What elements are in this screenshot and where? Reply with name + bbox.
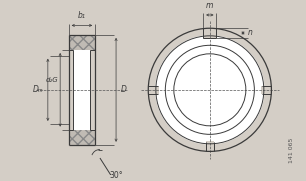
Bar bbox=[73, 50, 91, 130]
Bar bbox=[147, 86, 159, 94]
Text: Dₘ: Dₘ bbox=[33, 85, 44, 94]
Text: 30°: 30° bbox=[110, 171, 123, 180]
Text: n: n bbox=[248, 28, 253, 37]
Bar bbox=[206, 141, 214, 152]
Bar bbox=[203, 27, 216, 39]
Text: m: m bbox=[206, 1, 214, 10]
Bar bbox=[261, 86, 272, 94]
Text: d₂G: d₂G bbox=[46, 77, 58, 83]
Circle shape bbox=[156, 36, 264, 144]
Circle shape bbox=[174, 54, 246, 126]
Circle shape bbox=[148, 28, 271, 151]
Text: b₁: b₁ bbox=[78, 11, 86, 20]
Bar bbox=[69, 35, 95, 50]
Bar bbox=[69, 130, 95, 145]
Text: 141 065: 141 065 bbox=[289, 138, 294, 163]
Text: D⁡: D⁡ bbox=[121, 85, 127, 94]
